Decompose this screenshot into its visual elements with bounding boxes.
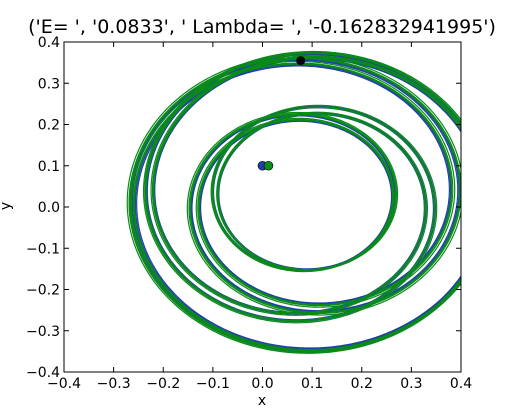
y-tick-label: −0.2 <box>26 283 60 299</box>
x-axis-label: x <box>258 393 266 409</box>
x-tick-label: 0.4 <box>450 376 472 392</box>
y-tick-label: −0.1 <box>26 241 60 257</box>
trajectory-curves <box>126 50 461 354</box>
x-tick-label: 0.2 <box>351 376 373 392</box>
y-tick-label: −0.3 <box>26 324 60 340</box>
series-line-green <box>128 50 461 353</box>
y-tick-label: 0.3 <box>38 76 60 92</box>
trajectory-markers <box>257 56 306 171</box>
x-tick-label: −0.4 <box>47 376 81 392</box>
y-tick-label: 0.2 <box>38 118 60 134</box>
x-tick-label: −0.3 <box>97 376 131 392</box>
y-tick-label: −0.4 <box>26 365 60 381</box>
y-axis-label: y <box>0 202 14 210</box>
x-tick-label: −0.1 <box>196 376 230 392</box>
y-tick-labels: −0.4 −0.3 −0.2 −0.1 0.0 0.1 0.2 0.3 0.4 <box>26 35 60 381</box>
series-line-green <box>126 51 461 354</box>
x-tick-label: 0.1 <box>301 376 323 392</box>
x-tick-label: −0.2 <box>146 376 180 392</box>
y-tick-label: 0.1 <box>38 159 60 175</box>
green-start-marker <box>263 160 274 171</box>
x-tick-label: 0.3 <box>400 376 422 392</box>
y-tick-label: 0.0 <box>38 200 60 216</box>
axis-ticks <box>63 41 462 373</box>
x-tick-labels: −0.4 −0.3 −0.2 −0.1 0.0 0.1 0.2 0.3 0.4 <box>47 376 472 392</box>
end-marker <box>296 56 306 66</box>
chart-title: ('E= ', '0.0833', ' Lambda= ', '-0.16283… <box>28 16 496 38</box>
y-tick-label: 0.4 <box>38 35 60 51</box>
x-tick-label: 0.0 <box>251 376 273 392</box>
